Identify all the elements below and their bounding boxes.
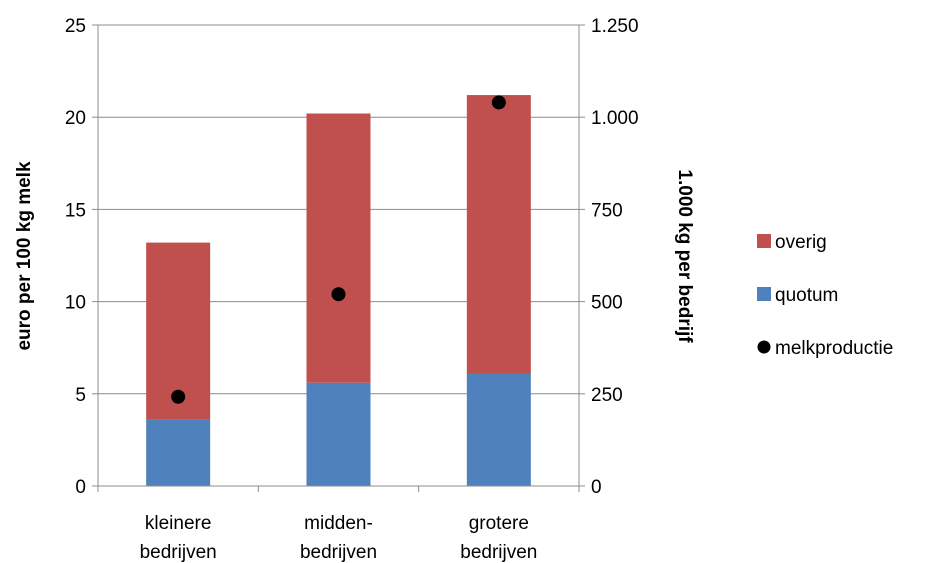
left-axis-ticks: 0 5 10 15 20 25 [65, 16, 86, 498]
category-label: midden- [304, 513, 373, 534]
melkproductie-points [171, 95, 506, 404]
bar-overig [306, 113, 371, 383]
bar-quotum [466, 373, 531, 486]
left-tick-label: 25 [65, 16, 86, 37]
right-axis-ticks: 0 250 500 750 1.000 1.250 [591, 16, 639, 498]
bar-overig [466, 95, 531, 374]
legend-swatch-melkproductie [757, 340, 771, 354]
legend-label-melkproductie: melkproductie [775, 338, 893, 359]
category-label: bedrijven [460, 542, 537, 563]
right-tick-label: 1.000 [591, 108, 639, 129]
right-tick-label: 750 [591, 200, 623, 221]
category-label: grotere [469, 513, 529, 534]
point-melkproductie [331, 287, 346, 302]
right-axis-title: 1.000 kg per bedrijf [674, 169, 695, 343]
right-tick-label: 500 [591, 293, 623, 314]
right-tick-label: 1.250 [591, 16, 639, 37]
category-labels: kleinere bedrijven midden-bedrijven grotere… [140, 513, 538, 563]
legend-label-overig: overig [775, 232, 827, 253]
left-tick-label: 20 [65, 108, 86, 129]
legend-label-quotum: quotum [775, 285, 838, 306]
right-tick-label: 0 [591, 477, 602, 498]
left-tick-label: 10 [65, 293, 86, 314]
left-tick-label: 5 [75, 385, 86, 406]
right-tick-label: 250 [591, 385, 623, 406]
legend-swatch-quotum [757, 287, 771, 301]
point-melkproductie [171, 389, 186, 404]
axes [92, 24, 585, 492]
category-label: bedrijven [300, 542, 377, 563]
point-melkproductie [491, 95, 506, 110]
bar-quotum [306, 382, 371, 486]
bar-quotum [146, 419, 211, 486]
legend-swatch-overig [757, 234, 771, 248]
left-axis-title: euro per 100 kg melk [14, 161, 35, 350]
bars [146, 95, 531, 486]
category-label: kleinere [145, 513, 212, 534]
legend: overig quotum melkproductie [757, 232, 893, 359]
left-tick-label: 15 [65, 200, 86, 221]
left-tick-label: 0 [75, 477, 86, 498]
category-label: bedrijven [140, 542, 217, 563]
